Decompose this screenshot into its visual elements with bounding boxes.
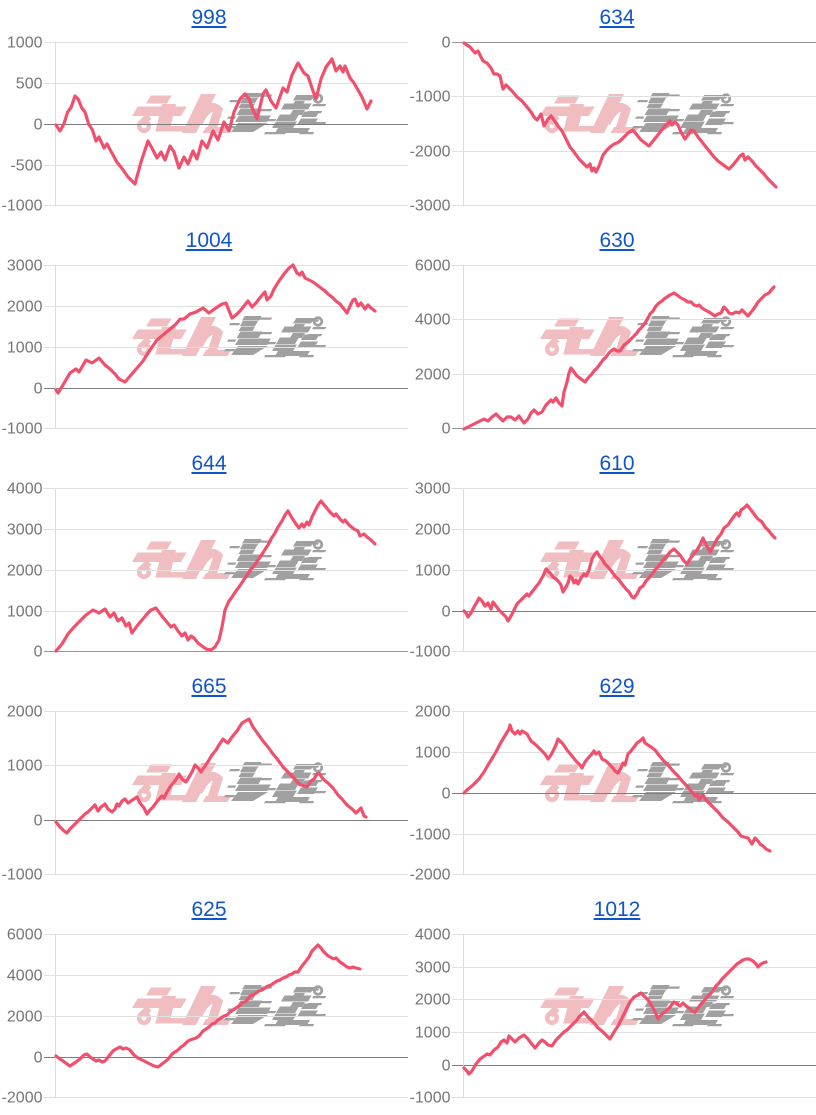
svg-text:-1000: -1000 — [410, 89, 451, 106]
svg-text:3000: 3000 — [415, 481, 451, 498]
svg-text:3000: 3000 — [415, 960, 451, 977]
svg-text:1000: 1000 — [415, 563, 451, 580]
svg-text:2000: 2000 — [7, 299, 43, 316]
svg-text:4000: 4000 — [415, 312, 451, 329]
svg-text:1000: 1000 — [7, 340, 43, 357]
svg-text:0: 0 — [34, 117, 43, 134]
svg-text:1000: 1000 — [415, 745, 451, 762]
svg-text:0: 0 — [34, 381, 43, 398]
svg-text:-2000: -2000 — [2, 1090, 43, 1107]
svg-text:500: 500 — [16, 76, 43, 93]
svg-text:4000: 4000 — [7, 968, 43, 985]
svg-text:4000: 4000 — [415, 927, 451, 944]
svg-text:0: 0 — [34, 644, 43, 661]
svg-text:4000: 4000 — [7, 481, 43, 498]
svg-text:6000: 6000 — [7, 927, 43, 944]
svg-text:2000: 2000 — [415, 992, 451, 1009]
svg-text:6000: 6000 — [415, 258, 451, 275]
svg-text:-3000: -3000 — [410, 198, 451, 215]
svg-text:0: 0 — [442, 604, 451, 621]
svg-text:-1000: -1000 — [410, 1090, 451, 1107]
svg-text:-2000: -2000 — [410, 867, 451, 884]
svg-text:0: 0 — [442, 421, 451, 438]
svg-text:-1000: -1000 — [2, 421, 43, 438]
svg-text:-2000: -2000 — [410, 144, 451, 161]
svg-text:0: 0 — [442, 786, 451, 803]
svg-text:1000: 1000 — [7, 758, 43, 775]
svg-text:2000: 2000 — [7, 704, 43, 721]
svg-text:0: 0 — [442, 35, 451, 52]
svg-text:1000: 1000 — [415, 1025, 451, 1042]
svg-text:-1000: -1000 — [410, 827, 451, 844]
svg-text:3000: 3000 — [7, 258, 43, 275]
svg-text:3000: 3000 — [7, 522, 43, 539]
svg-text:2000: 2000 — [7, 1009, 43, 1026]
svg-text:-1000: -1000 — [410, 644, 451, 661]
svg-text:2000: 2000 — [415, 522, 451, 539]
svg-text:-1000: -1000 — [2, 867, 43, 884]
svg-text:-500: -500 — [10, 158, 42, 175]
svg-text:-1000: -1000 — [2, 198, 43, 215]
svg-text:2000: 2000 — [415, 367, 451, 384]
svg-text:0: 0 — [34, 813, 43, 830]
svg-text:0: 0 — [442, 1058, 451, 1075]
svg-text:2000: 2000 — [415, 704, 451, 721]
svg-text:1000: 1000 — [7, 35, 43, 52]
svg-text:1000: 1000 — [7, 604, 43, 621]
svg-text:0: 0 — [34, 1050, 43, 1067]
svg-text:2000: 2000 — [7, 563, 43, 580]
